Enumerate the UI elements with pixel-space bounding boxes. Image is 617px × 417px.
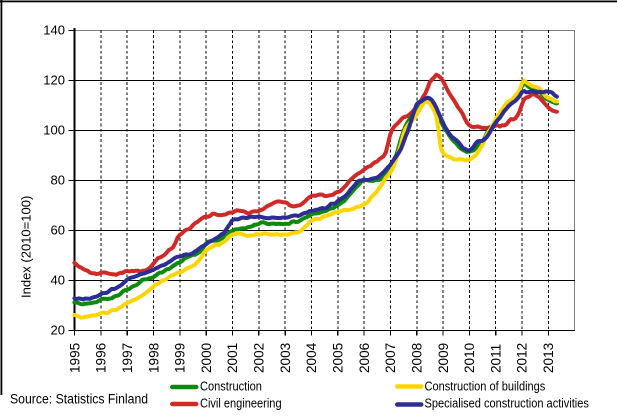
svg-text:1998: 1998 [146,343,161,373]
svg-text:2011: 2011 [488,344,503,373]
svg-text:2003: 2003 [278,343,293,373]
svg-text:2009: 2009 [436,343,451,373]
svg-text:60: 60 [51,223,65,238]
svg-text:Specialised construction activ: Specialised construction activities [425,396,589,411]
svg-text:2007: 2007 [383,343,398,373]
svg-text:1999: 1999 [173,343,188,373]
svg-text:Index (2010=100): Index (2010=100) [19,196,34,298]
svg-text:40: 40 [51,273,65,288]
svg-text:120: 120 [43,73,65,88]
svg-text:2004: 2004 [304,342,319,373]
svg-text:2008: 2008 [410,343,425,373]
svg-text:Construction of buildings: Construction of buildings [425,379,546,394]
svg-text:Civil engineering: Civil engineering [200,396,282,411]
svg-text:20: 20 [51,323,65,338]
svg-text:100: 100 [43,123,65,138]
svg-text:2010: 2010 [462,342,477,373]
svg-text:2002: 2002 [252,343,267,373]
svg-text:1997: 1997 [120,343,135,373]
svg-text:1995: 1995 [67,343,82,373]
svg-text:Construction: Construction [200,379,262,394]
svg-text:2013: 2013 [541,343,556,373]
svg-text:2012: 2012 [515,343,530,373]
svg-text:2000: 2000 [199,342,214,373]
svg-text:2006: 2006 [357,343,372,373]
svg-text:1996: 1996 [94,343,109,373]
svg-text:Source: Statistics Finland: Source: Statistics Finland [10,391,148,407]
svg-text:80: 80 [51,173,65,188]
svg-text:140: 140 [43,23,65,38]
svg-text:2001: 2001 [225,343,240,373]
svg-text:2005: 2005 [331,343,346,373]
